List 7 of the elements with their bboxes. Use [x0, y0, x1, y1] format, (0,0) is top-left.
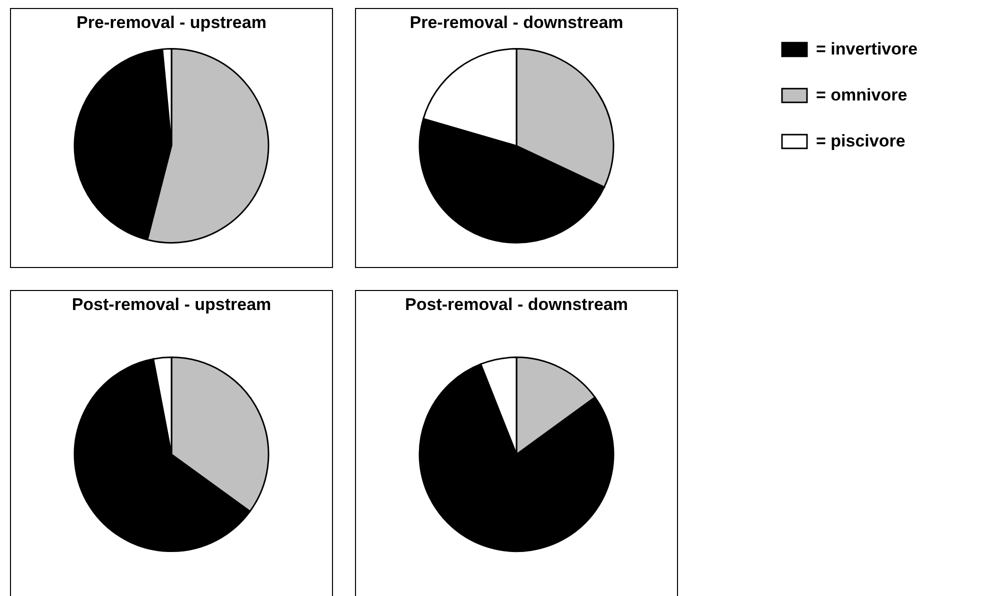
- legend-label: = omnivore: [816, 86, 908, 104]
- chart-title: Post-removal - upstream: [72, 295, 272, 314]
- chart-title: Pre-removal - upstream: [76, 13, 266, 32]
- legend-label: = piscivore: [816, 132, 906, 150]
- legend-label: = invertivore: [816, 40, 918, 58]
- chart-title: Post-removal - downstream: [405, 295, 628, 314]
- chart-title: Pre-removal - downstream: [410, 13, 624, 32]
